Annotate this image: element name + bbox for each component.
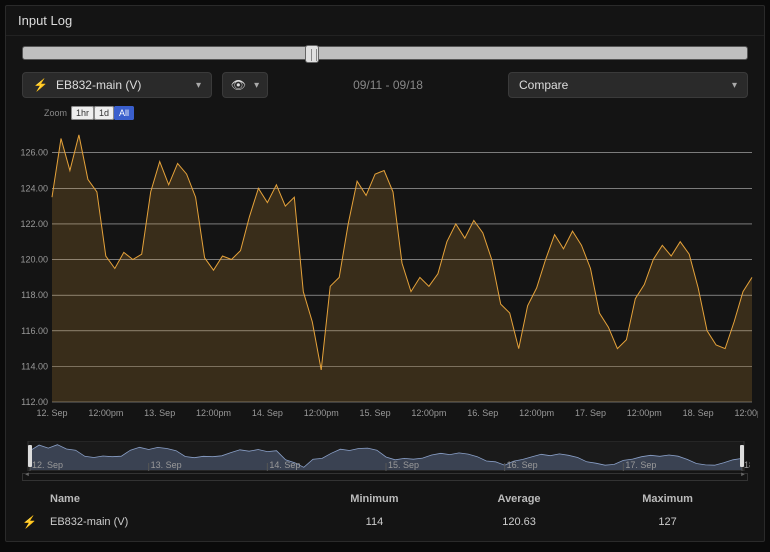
zoom-controls: Zoom 1hr1dAll [6,104,764,120]
svg-text:13. Sep: 13. Sep [144,408,175,418]
controls-row: ⚡ EB832-main (V) ▾ 👁 ▾ 09/11 - 09/18 Com… [6,66,764,104]
main-chart[interactable]: 112.00 114.00 116.00 118.00 120.00 122.00 124.… [6,120,764,439]
svg-text:15. Sep: 15. Sep [388,460,419,470]
svg-text:13. Sep: 13. Sep [151,460,182,470]
time-slider[interactable] [22,46,748,60]
stats-header: Name [50,489,298,513]
navigator-scrollbar[interactable] [22,473,748,481]
date-range-text: 09/11 - 09/18 [278,78,498,92]
svg-text:12:00pm: 12:00pm [734,408,758,418]
zoom-button-All[interactable]: All [114,106,134,120]
navigator-chart[interactable]: 12. Sep 13. Sep 14. Sep 15. Sep 16. Sep 17. S… [6,439,764,471]
svg-text:16. Sep: 16. Sep [467,408,498,418]
svg-text:15. Sep: 15. Sep [360,408,391,418]
cell-min: 114 [298,513,451,531]
svg-text:17. Sep: 17. Sep [625,460,656,470]
svg-text:122.00: 122.00 [20,219,48,229]
svg-text:14. Sep: 14. Sep [269,460,300,470]
svg-text:120.00: 120.00 [20,255,48,265]
stats-header: Minimum [298,489,451,513]
signal-dropdown[interactable]: ⚡ EB832-main (V) ▾ [22,72,212,98]
stats-header: Average [451,489,587,513]
svg-text:17. Sep: 17. Sep [575,408,606,418]
stats-header: Maximum [587,489,748,513]
svg-text:18. Sep: 18. Sep [683,408,714,418]
svg-text:12:00pm: 12:00pm [411,408,446,418]
svg-text:112.00: 112.00 [21,397,48,407]
eye-icon: 👁 [231,78,246,92]
svg-text:14. Sep: 14. Sep [252,408,283,418]
svg-text:12:00pm: 12:00pm [304,408,339,418]
chevron-down-icon: ▾ [254,80,259,91]
zoom-button-1d[interactable]: 1d [94,106,114,120]
svg-text:12:00pm: 12:00pm [88,408,123,418]
stats-table: NameMinimumAverageMaximum ⚡ EB832-main (V… [6,481,764,541]
compare-dropdown-label: Compare [519,78,724,92]
compare-dropdown[interactable]: Compare ▾ [508,72,748,98]
zoom-button-1hr[interactable]: 1hr [71,106,94,120]
time-slider-row [6,36,764,66]
time-slider-thumb[interactable] [305,45,319,63]
svg-text:12:00pm: 12:00pm [627,408,662,418]
signal-dropdown-label: EB832-main (V) [56,78,188,92]
svg-text:124.00: 124.00 [20,183,48,193]
svg-text:118.00: 118.00 [21,290,48,300]
svg-text:18. Sep: 18. Sep [744,460,750,470]
svg-text:16. Sep: 16. Sep [507,460,538,470]
svg-text:12:00pm: 12:00pm [196,408,231,418]
svg-text:116.00: 116.00 [21,326,48,336]
cell-max: 127 [587,513,748,531]
svg-text:126.00: 126.00 [20,148,48,158]
table-row: ⚡ EB832-main (V)114120.63127 [22,513,748,531]
stats-header [22,489,50,513]
zoom-label: Zoom [44,108,67,118]
bolt-icon: ⚡ [22,515,37,529]
bolt-icon: ⚡ [33,78,48,92]
cell-avg: 120.63 [451,513,587,531]
svg-text:12. Sep: 12. Sep [32,460,63,470]
svg-text:12. Sep: 12. Sep [36,408,67,418]
chevron-down-icon: ▾ [732,80,737,91]
cell-name: EB832-main (V) [50,513,298,531]
chevron-down-icon: ▾ [196,80,201,91]
visibility-dropdown[interactable]: 👁 ▾ [222,72,268,98]
input-log-panel: Input Log ⚡ EB832-main (V) ▾ 👁 ▾ 09/11 -… [5,5,765,542]
panel-title: Input Log [6,6,764,36]
svg-text:12:00pm: 12:00pm [519,408,554,418]
svg-text:114.00: 114.00 [21,361,48,371]
